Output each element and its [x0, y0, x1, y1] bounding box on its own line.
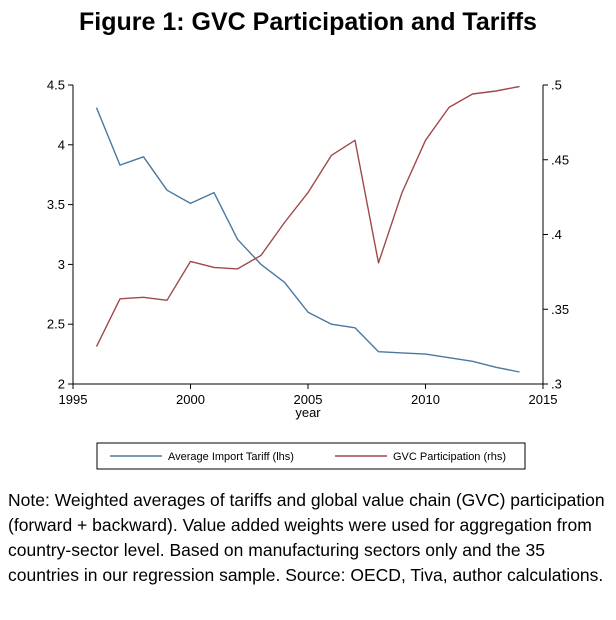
x-tick-label: 1995 — [59, 392, 88, 407]
x-tick-label: 2000 — [176, 392, 205, 407]
y-right-tick-label: .4 — [551, 227, 562, 242]
y-right-tick-label: .45 — [551, 152, 569, 167]
y-right-tick-label: .3 — [551, 377, 562, 392]
x-tick-label: 2010 — [411, 392, 440, 407]
x-axis-label: year — [295, 405, 321, 420]
y-left-tick-label: 2 — [58, 377, 65, 392]
chart-title: Figure 1: GVC Participation and Tariffs — [79, 8, 537, 36]
y-right-tick-label: .5 — [551, 78, 562, 93]
figure-note: Note: Weighted averages of tariffs and g… — [8, 490, 605, 585]
y-left-tick-label: 3 — [58, 257, 65, 272]
legend-box — [96, 442, 526, 470]
series-layer — [95, 85, 520, 373]
legend: Average Import Tariff (lhs) GVC Participa… — [96, 442, 526, 470]
legend-label: Average Import Tariff (lhs) — [168, 451, 294, 463]
legend-label: GVC Participation (rhs) — [393, 451, 506, 463]
series-line-average-import-tariff — [95, 107, 520, 373]
x-tick-label: 2015 — [529, 392, 558, 407]
x-tick-label: 2005 — [294, 392, 323, 407]
chart: 1995 2000 2005 2010 2015 year 2 2.5 3 3.5 4 4.5 .3 .3… — [0, 62, 616, 482]
axes: 1995 2000 2005 2010 2015 year 2 2.5 3 3.5 4 4.5 .3 .3… — [47, 78, 569, 421]
y-left-tick-label: 3.5 — [47, 197, 65, 212]
y-left-tick-label: 2.5 — [47, 317, 65, 332]
series-line-gvc-participation — [95, 85, 520, 347]
y-left-tick-label: 4 — [58, 137, 65, 152]
y-right-tick-label: .35 — [551, 302, 569, 317]
y-left-tick-label: 4.5 — [47, 78, 65, 93]
